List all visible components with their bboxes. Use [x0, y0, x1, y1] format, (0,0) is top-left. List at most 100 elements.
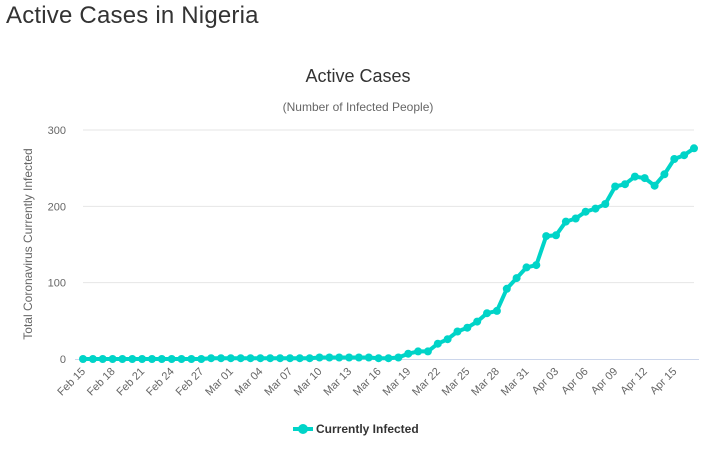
x-tick-label: Apr 15	[648, 366, 679, 397]
y-axis-ticks: 0 100 200 300	[48, 125, 66, 366]
data-point[interactable]	[621, 180, 629, 189]
data-point[interactable]	[157, 355, 166, 363]
x-tick-label: Apr 06	[559, 366, 590, 397]
y-axis-label: Total Coronavirus Currently Infected	[21, 148, 35, 339]
series-line-currently-infected[interactable]	[81, 146, 696, 361]
x-tick-label: Apr 09	[589, 366, 620, 397]
data-point[interactable]	[690, 144, 698, 153]
data-point[interactable]	[325, 353, 334, 362]
data-point[interactable]	[443, 335, 452, 344]
page-heading: Active Cases in Nigeria	[6, 2, 259, 29]
data-point[interactable]	[197, 355, 206, 363]
legend[interactable]: Currently Infected	[293, 422, 419, 436]
data-point[interactable]	[98, 355, 107, 363]
x-tick-label: Mar 01	[203, 366, 236, 399]
data-point[interactable]	[473, 317, 482, 326]
legend-marker-dot	[298, 424, 308, 434]
x-tick-label: Mar 22	[410, 366, 443, 399]
data-point[interactable]	[354, 353, 363, 362]
data-point[interactable]	[423, 347, 432, 356]
data-point[interactable]	[266, 354, 275, 363]
data-point[interactable]	[630, 172, 639, 181]
data-point[interactable]	[463, 323, 472, 332]
x-tick-label: Mar 28	[469, 366, 502, 399]
data-point[interactable]	[670, 155, 679, 163]
x-tick-label: Feb 24	[144, 366, 177, 399]
data-point[interactable]	[207, 354, 216, 363]
data-point[interactable]	[384, 354, 393, 363]
data-point[interactable]	[256, 354, 265, 363]
data-point[interactable]	[236, 354, 245, 363]
y-tick-label: 0	[60, 354, 66, 366]
data-point[interactable]	[118, 355, 127, 363]
x-tick-label: Apr 12	[618, 366, 649, 397]
data-point[interactable]	[295, 354, 304, 363]
data-point[interactable]	[276, 354, 285, 363]
data-point[interactable]	[680, 151, 689, 160]
data-point[interactable]	[542, 232, 551, 241]
data-point[interactable]	[364, 353, 373, 362]
data-point[interactable]	[522, 263, 531, 272]
data-point[interactable]	[404, 349, 413, 358]
data-point[interactable]	[177, 355, 186, 363]
y-tick-label: 300	[48, 125, 66, 137]
data-point[interactable]	[552, 231, 560, 240]
data-point[interactable]	[315, 353, 324, 362]
x-tick-label: Mar 13	[321, 366, 354, 399]
data-point[interactable]	[138, 355, 147, 363]
grid-lines	[83, 129, 694, 284]
x-tick-label: Feb 15	[55, 366, 88, 399]
data-point[interactable]	[305, 354, 314, 363]
data-point[interactable]	[433, 339, 442, 348]
data-point[interactable]	[217, 354, 225, 363]
x-tick-label: Mar 25	[440, 366, 473, 399]
data-point[interactable]	[108, 355, 117, 363]
data-point[interactable]	[571, 214, 580, 223]
data-point[interactable]	[394, 353, 403, 362]
data-point[interactable]	[453, 327, 462, 336]
data-point[interactable]	[640, 174, 649, 183]
chart-title: Active Cases	[305, 66, 410, 86]
data-point[interactable]	[591, 204, 600, 213]
data-point[interactable]	[611, 182, 620, 191]
legend-label-currently-infected: Currently Infected	[316, 422, 419, 436]
data-point[interactable]	[335, 353, 344, 362]
data-point[interactable]	[167, 355, 176, 363]
data-point[interactable]	[374, 354, 383, 363]
x-tick-label: Mar 31	[499, 366, 532, 399]
data-point[interactable]	[492, 306, 501, 315]
x-tick-label: Feb 18	[85, 366, 118, 399]
data-point[interactable]	[601, 200, 610, 208]
series-points	[79, 144, 698, 363]
y-tick-label: 100	[48, 278, 66, 290]
x-tick-label: Mar 19	[381, 366, 414, 399]
x-tick-label: Mar 07	[262, 366, 295, 399]
data-point[interactable]	[502, 284, 511, 293]
data-point[interactable]	[88, 355, 97, 363]
data-point[interactable]	[79, 355, 87, 363]
data-point[interactable]	[483, 309, 491, 318]
x-tick-label: Feb 27	[174, 366, 207, 399]
data-point[interactable]	[660, 170, 669, 179]
x-tick-label: Mar 04	[233, 366, 266, 399]
data-point[interactable]	[187, 355, 196, 363]
chart-subtitle: (Number of Infected People)	[283, 100, 434, 114]
x-tick-label: Mar 16	[351, 366, 384, 399]
data-point[interactable]	[561, 217, 570, 226]
data-point[interactable]	[532, 261, 541, 270]
data-point[interactable]	[246, 354, 255, 363]
data-point[interactable]	[128, 355, 137, 363]
data-point[interactable]	[650, 181, 659, 190]
data-point[interactable]	[581, 207, 590, 216]
x-tick-label: Feb 21	[115, 366, 148, 399]
data-point[interactable]	[345, 353, 354, 362]
data-point[interactable]	[286, 354, 294, 363]
data-point[interactable]	[148, 355, 156, 363]
data-point[interactable]	[512, 274, 521, 283]
data-point[interactable]	[414, 347, 423, 356]
data-point[interactable]	[226, 354, 235, 363]
x-tick-label: Mar 10	[292, 366, 325, 399]
y-tick-label: 200	[48, 201, 66, 213]
